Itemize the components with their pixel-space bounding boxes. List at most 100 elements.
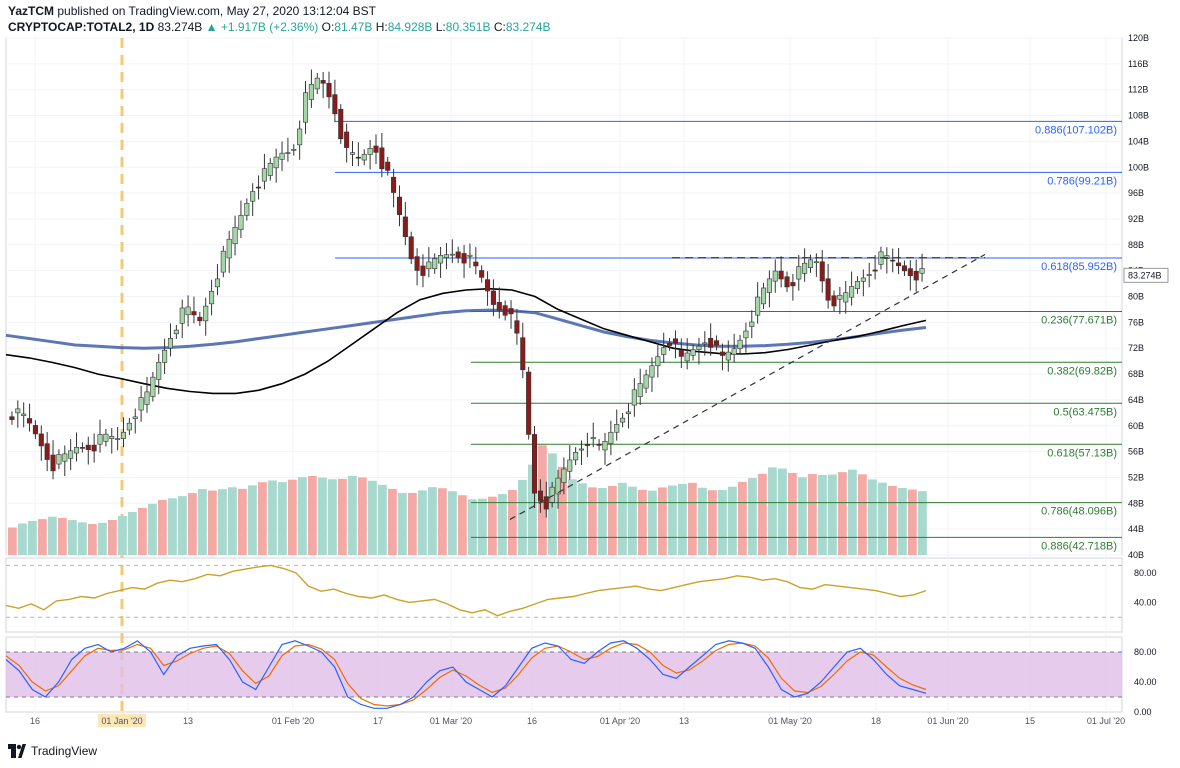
volume-bar bbox=[588, 487, 597, 555]
candle-body bbox=[573, 452, 579, 461]
candle-body bbox=[884, 255, 890, 259]
candle-body bbox=[625, 411, 632, 414]
y-tick-label: 100B bbox=[1128, 162, 1149, 172]
candle-body bbox=[385, 161, 391, 171]
candle-body bbox=[232, 227, 238, 245]
last-price: 83.274B bbox=[157, 20, 203, 34]
candle-body bbox=[50, 454, 56, 472]
volume-bar bbox=[578, 483, 587, 555]
open-label: O: bbox=[321, 20, 335, 34]
volume-bar bbox=[228, 487, 237, 555]
volume-bar bbox=[498, 494, 507, 555]
x-tick-label: 16 bbox=[30, 716, 40, 726]
ema-short-line bbox=[5, 287, 927, 395]
y-tick-label: 52B bbox=[1128, 472, 1144, 482]
volume-bar bbox=[808, 474, 817, 555]
candle-body bbox=[890, 259, 896, 262]
candle-body bbox=[320, 80, 326, 84]
candle-body bbox=[44, 443, 50, 460]
support-trendline bbox=[509, 253, 986, 520]
candle-body bbox=[784, 276, 790, 288]
candle-body bbox=[414, 256, 420, 271]
candle-body bbox=[901, 265, 907, 272]
candle-body bbox=[672, 338, 678, 344]
candle-body bbox=[332, 94, 338, 115]
candle-body bbox=[197, 316, 203, 322]
last-price-tag bbox=[1123, 267, 1169, 283]
volume-bar bbox=[288, 479, 297, 555]
x-tick-label: 15 bbox=[1025, 716, 1035, 726]
volume-bar bbox=[418, 490, 427, 555]
volume-bar bbox=[298, 477, 307, 555]
candle-body bbox=[402, 216, 408, 238]
author-name[interactable]: YazTCM bbox=[8, 4, 55, 18]
volume-bar bbox=[188, 493, 197, 555]
volume-bar bbox=[318, 477, 327, 555]
candle-body bbox=[896, 262, 902, 267]
candle-body bbox=[32, 425, 38, 435]
volume-bar bbox=[398, 492, 407, 555]
fib-level-label: 0.786(48.096B) bbox=[1041, 506, 1117, 518]
y-tick-label: 120B bbox=[1128, 33, 1149, 43]
candle-body bbox=[849, 286, 855, 298]
candle-body bbox=[578, 448, 585, 451]
x-tick-label: 18 bbox=[871, 716, 881, 726]
candle-body bbox=[432, 258, 438, 270]
candle-body bbox=[56, 454, 62, 465]
brand-name[interactable]: TradingView bbox=[31, 744, 98, 758]
candle-body bbox=[602, 441, 608, 451]
y-tick-label: 56B bbox=[1128, 447, 1144, 457]
volume-bar bbox=[238, 488, 247, 555]
symbol-label[interactable]: CRYPTOCAP:TOTAL2, 1D bbox=[8, 20, 155, 34]
candle-body bbox=[420, 265, 426, 276]
volume-bar bbox=[388, 488, 397, 555]
volume-bar bbox=[158, 499, 167, 555]
candle-body bbox=[854, 281, 861, 290]
candle-body bbox=[449, 253, 455, 256]
candle-body bbox=[426, 261, 432, 270]
volume-bar bbox=[218, 489, 227, 555]
volume-bar bbox=[688, 482, 697, 555]
x-tick-label: 01 Feb '20 bbox=[272, 716, 314, 726]
volume-bar bbox=[198, 489, 207, 555]
candle-body bbox=[831, 295, 837, 307]
symbol-info: CRYPTOCAP:TOTAL2, 1D 83.274B ▲ +1.917B (… bbox=[8, 20, 551, 34]
y-tick-label: 72B bbox=[1128, 343, 1144, 353]
candle-body bbox=[173, 329, 179, 335]
candle-body bbox=[479, 270, 485, 278]
candle-body bbox=[115, 438, 121, 440]
candle-body bbox=[256, 186, 262, 189]
candle-body bbox=[872, 269, 878, 272]
candle-body bbox=[860, 277, 866, 282]
volume-bar bbox=[778, 468, 787, 555]
x-tick-label: 13 bbox=[679, 716, 689, 726]
volume-bar bbox=[618, 482, 627, 555]
y-tick-label: 64B bbox=[1128, 395, 1144, 405]
volume-bar bbox=[628, 486, 637, 555]
volume-bar bbox=[368, 480, 377, 555]
candle-body bbox=[326, 82, 332, 98]
candle-body bbox=[103, 433, 109, 442]
candle-body bbox=[285, 152, 291, 154]
volume-bar bbox=[918, 491, 927, 555]
fib-level-label: 0.786(99.21B) bbox=[1047, 175, 1117, 187]
candle-body bbox=[120, 431, 127, 439]
candle-body bbox=[561, 468, 567, 483]
x-tick-label: 16 bbox=[527, 716, 537, 726]
candle-body bbox=[467, 254, 473, 257]
volume-bar bbox=[658, 487, 667, 555]
volume-bar bbox=[908, 489, 917, 555]
candle-body bbox=[132, 416, 138, 419]
candle-body bbox=[150, 376, 156, 397]
candle-body bbox=[156, 362, 162, 380]
volume-bar bbox=[408, 493, 417, 555]
candle-body bbox=[9, 416, 15, 420]
candle-body bbox=[907, 268, 913, 277]
y-tick-label: 80B bbox=[1128, 292, 1144, 302]
rsi-tick-label: 40.00 bbox=[1134, 597, 1157, 607]
candle-body bbox=[667, 342, 673, 346]
volume-bar bbox=[48, 516, 57, 555]
candle-body bbox=[438, 254, 444, 264]
volume-bar bbox=[168, 498, 177, 555]
